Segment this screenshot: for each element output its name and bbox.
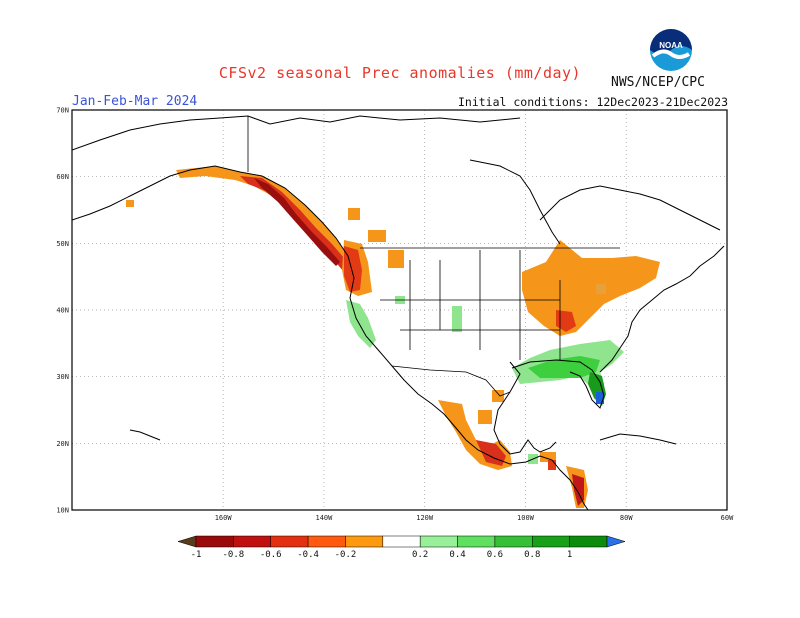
- wet-california: [346, 300, 376, 348]
- colorbar-label: -0.6: [260, 550, 282, 560]
- y-tick-label: 30N: [56, 373, 69, 381]
- colorbar-label: 0.4: [449, 550, 465, 560]
- political-borders: [247, 116, 620, 397]
- x-tick-label: 80W: [620, 514, 633, 522]
- colorbar-segment: [345, 535, 384, 548]
- wet-florida-extreme: [596, 392, 604, 404]
- colorbar-label: 0.8: [524, 550, 540, 560]
- x-tick-label: 160W: [215, 514, 233, 522]
- dry-patch-chiapas: [548, 460, 556, 470]
- dry-patch-idaho: [368, 230, 386, 242]
- dry-patch-aleutian: [126, 200, 134, 207]
- colorbar-segment: [569, 535, 608, 548]
- axis-labels: 160W 140W 120W 100W 80W 60W 10N 20N 30N 40N 50N 60N…: [56, 107, 734, 523]
- x-tick-label: 60W: [721, 514, 734, 522]
- colorbar-extend-high: [606, 535, 626, 548]
- y-tick-label: 70N: [56, 107, 69, 115]
- chart-title: CFSv2 seasonal Prec anomalies (mm/day): [218, 64, 582, 82]
- y-tick-label: 40N: [56, 307, 69, 315]
- svg-text:NOAA: NOAA: [659, 41, 683, 50]
- initial-conditions: Initial conditions: 12Dec2023-21Dec2023: [457, 95, 728, 109]
- colorbar-segment: [307, 535, 346, 548]
- map-frame: [71, 109, 728, 511]
- dry-patch-texas: [492, 390, 504, 402]
- colorbar-label: 0.2: [412, 550, 428, 560]
- colorbar-segment: [457, 535, 496, 548]
- colorbar-label: -0.2: [335, 550, 357, 560]
- dry-ohio-core: [556, 310, 576, 332]
- colorbar: -1 -0.8 -0.6 -0.4 -0.2 0.2 0.4 0.6 0.8 1: [177, 535, 626, 560]
- forecast-period: Jan-Feb-Mar 2024: [72, 94, 198, 109]
- dry-patch-yucatan: [540, 452, 556, 462]
- noaa-logo-icon: NOAA: [650, 29, 692, 71]
- y-tick-label: 60N: [56, 173, 69, 181]
- grid-lines: [72, 109, 728, 511]
- colorbar-label: 1: [567, 550, 572, 560]
- colorbar-label: -0.4: [297, 550, 319, 560]
- dry-patch-montana: [388, 250, 404, 268]
- colorbar-segment: [382, 535, 421, 548]
- x-tick-label: 140W: [315, 514, 333, 522]
- x-tick-label: 120W: [416, 514, 434, 522]
- wet-gulf-core: [528, 356, 600, 378]
- y-tick-label: 20N: [56, 440, 69, 448]
- colorbar-segment: [270, 535, 309, 548]
- colorbar-label: -0.8: [223, 550, 245, 560]
- colorbar-segment: [233, 535, 271, 548]
- colorbar-label: -1: [191, 550, 202, 560]
- dry-great-lakes: [522, 240, 660, 336]
- colorbar-segment: [195, 535, 234, 548]
- anomaly-fills: [126, 166, 660, 508]
- wet-patch-utah: [452, 306, 462, 332]
- dry-patch-ne: [596, 284, 606, 294]
- colorbar-segment: [532, 535, 570, 548]
- colorbar-segment: [419, 535, 458, 548]
- y-tick-label: 50N: [56, 240, 69, 248]
- organization-label: NWS/NCEP/CPC: [611, 75, 705, 90]
- dry-patch-sonora: [478, 410, 492, 424]
- colorbar-label: 0.6: [487, 550, 503, 560]
- dry-band-panhandle-strong: [254, 178, 340, 266]
- colorbar-segment: [494, 535, 533, 548]
- y-tick-label: 10N: [56, 507, 69, 515]
- x-tick-label: 100W: [517, 514, 535, 522]
- colorbar-extend-low: [177, 535, 197, 548]
- dry-patch-bc-interior: [348, 208, 360, 220]
